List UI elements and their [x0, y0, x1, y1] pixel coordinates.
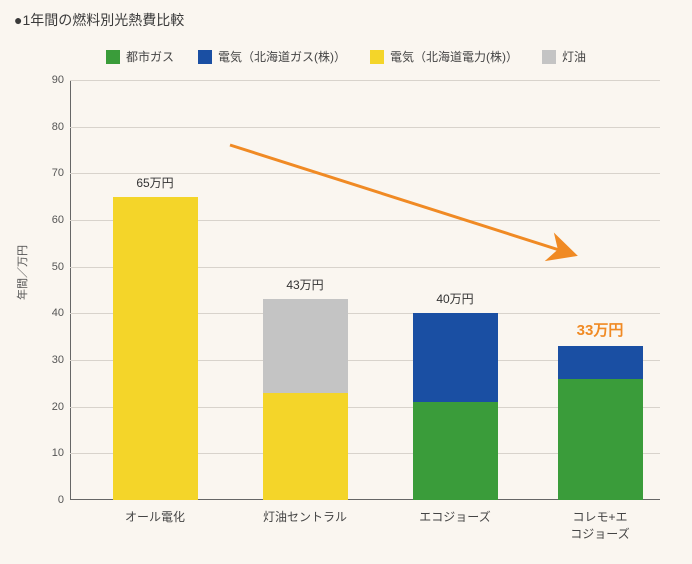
- legend-item: 灯油: [542, 48, 586, 65]
- bar-segment: [413, 313, 498, 402]
- legend-swatch: [370, 50, 384, 64]
- bar-segment: [558, 346, 643, 379]
- legend-swatch: [198, 50, 212, 64]
- x-tick-label: 灯油セントラル: [263, 508, 347, 525]
- bar-total-label: 43万円: [220, 276, 390, 293]
- legend-item: 電気（北海道電力(株)）: [370, 48, 518, 65]
- legend: 都市ガス 電気（北海道ガス(株)） 電気（北海道電力(株)） 灯油: [0, 48, 692, 65]
- bar-total-label: 65万円: [70, 174, 240, 191]
- x-tick-label: エコジョーズ: [419, 508, 490, 525]
- y-tick-label: 80: [52, 121, 64, 133]
- bar-segment: [113, 197, 198, 500]
- bar-column: 40万円: [413, 313, 498, 500]
- bar-total-label: 33万円: [515, 319, 685, 340]
- y-axis-line: [70, 80, 71, 500]
- legend-label: 電気（北海道ガス(株)）: [218, 48, 346, 65]
- y-tick-label: 10: [52, 447, 64, 459]
- legend-label: 都市ガス: [126, 48, 174, 65]
- y-tick-label: 40: [52, 307, 64, 319]
- y-tick-label: 70: [52, 167, 64, 179]
- bar-segment: [413, 402, 498, 500]
- plot-area: 010203040506070809065万円オール電化43万円灯油セントラル4…: [70, 80, 660, 500]
- x-tick-label: コレモ+エコジョーズ: [570, 508, 630, 542]
- y-tick-label: 60: [52, 214, 64, 226]
- legend-item: 電気（北海道ガス(株)）: [198, 48, 346, 65]
- gridline: [70, 80, 660, 81]
- y-tick-label: 50: [52, 261, 64, 273]
- bar-segment: [558, 379, 643, 500]
- bar-segment: [263, 393, 348, 500]
- x-tick-label: オール電化: [125, 508, 185, 525]
- bar-column: 65万円: [113, 197, 198, 500]
- chart-title: ●1年間の燃料別光熱費比較: [14, 10, 184, 30]
- bar-segment: [263, 299, 348, 392]
- legend-swatch: [106, 50, 120, 64]
- bar-column: 43万円: [263, 299, 348, 500]
- bar-column: 33万円: [558, 346, 643, 500]
- y-tick-label: 90: [52, 74, 64, 86]
- legend-item: 都市ガス: [106, 48, 174, 65]
- y-tick-label: 20: [52, 401, 64, 413]
- legend-label: 灯油: [562, 48, 586, 65]
- gridline: [70, 127, 660, 128]
- y-tick-label: 0: [58, 494, 64, 506]
- bar-total-label: 40万円: [370, 290, 540, 307]
- y-axis-label: 年間／万円: [14, 245, 30, 300]
- legend-swatch: [542, 50, 556, 64]
- legend-label: 電気（北海道電力(株)）: [390, 48, 518, 65]
- y-tick-label: 30: [52, 354, 64, 366]
